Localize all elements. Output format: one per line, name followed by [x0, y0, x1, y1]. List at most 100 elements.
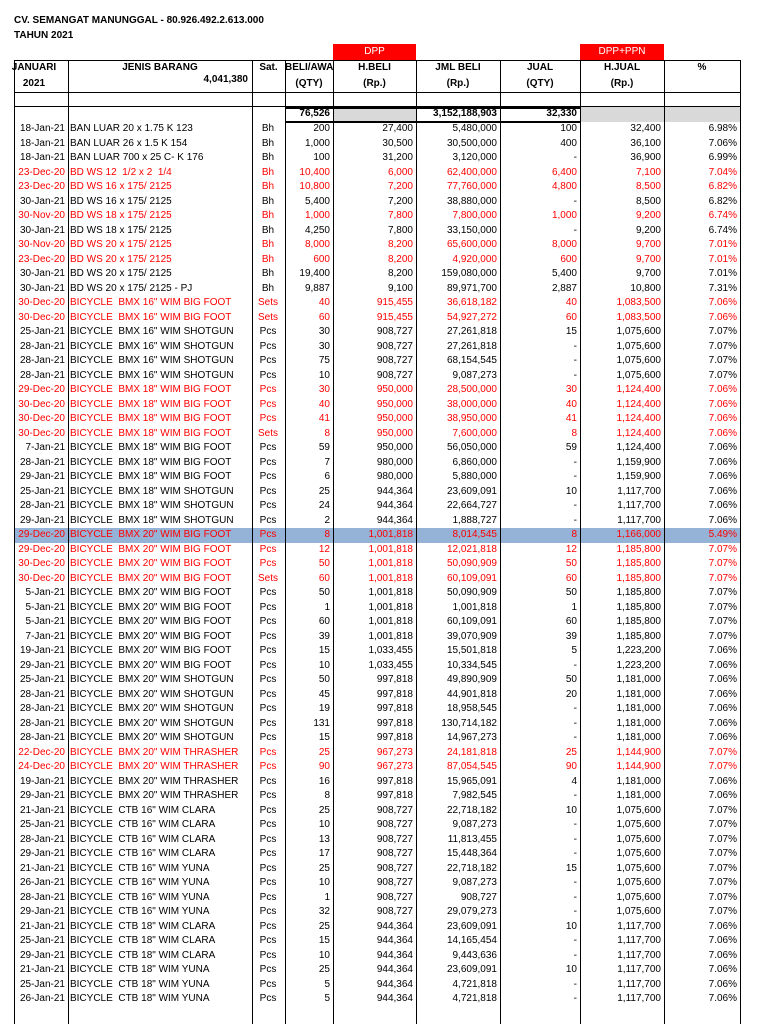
cell: 15: [318, 935, 330, 946]
cell: 56,050,000: [446, 442, 497, 453]
cell: 28-Jan-21: [19, 500, 65, 511]
cell: 7.06%: [708, 688, 737, 700]
cell: BICYCLE BMX 20" WIM THRASHER: [70, 746, 239, 758]
cell: 1,001,818: [368, 558, 414, 569]
cell: 41: [318, 413, 330, 424]
cell: BD WS 16 x 175/ 2125: [70, 181, 172, 192]
cell: Bh: [261, 210, 275, 221]
cell: 5: [324, 978, 330, 990]
cell: 8,200: [387, 268, 413, 279]
cell: 29-Jan-21: [19, 906, 65, 917]
cell: Pcs: [259, 935, 277, 946]
cell: 8: [324, 529, 330, 540]
cell: -: [573, 978, 577, 990]
cell: 18-Jan-21: [19, 137, 65, 149]
cell: 40: [565, 297, 577, 308]
cell: 980,000: [376, 456, 413, 468]
cell: 7.07%: [708, 355, 737, 366]
cell: 1,166,000: [616, 529, 662, 540]
cell: Pcs: [259, 398, 277, 410]
cell: 7.06%: [708, 949, 737, 961]
cell: 60: [565, 311, 577, 323]
cell: 944,364: [376, 935, 413, 946]
cell: 19,400: [299, 268, 330, 279]
cell: 29-Dec-20: [18, 384, 65, 395]
cell: 28-Jan-21: [19, 703, 65, 714]
cell: 50: [318, 587, 330, 598]
cell: 1,181,000: [616, 703, 662, 714]
cell: 131: [313, 717, 330, 729]
cell: BICYCLE BMX 18" WIM SHOTGUN: [70, 500, 234, 511]
cell: 50,090,909: [446, 558, 497, 569]
cell: Pcs: [259, 616, 277, 627]
cell: 24-Dec-20: [18, 761, 65, 772]
cell: 8: [324, 427, 330, 439]
cell: 1,000: [551, 210, 577, 221]
cell: 7.07%: [708, 616, 737, 627]
cell: 60: [318, 311, 330, 323]
total-fill: [664, 107, 740, 122]
cell: Bh: [261, 239, 275, 250]
cell: 1,185,800: [616, 601, 662, 613]
cell: 8,014,545: [452, 529, 498, 540]
cell: 36,618,182: [446, 297, 497, 308]
cell: BICYCLE BMX 20" WIM THRASHER: [70, 775, 239, 787]
cell: BICYCLE BMX 20" WIM SHOTGUN: [70, 732, 234, 743]
cell: 25: [318, 920, 330, 932]
cell: Bh: [261, 282, 275, 294]
cell: Pcs: [259, 355, 277, 366]
cell: 1,117,700: [617, 935, 661, 946]
cell: 28-Jan-21: [19, 833, 65, 845]
cell: 15: [318, 732, 330, 743]
h-line: [285, 107, 580, 109]
cell: 50: [565, 587, 577, 598]
cell: 30-Dec-20: [18, 572, 65, 584]
cell: 6: [324, 471, 330, 482]
cell: 908,727: [376, 819, 413, 830]
cell: 4,721,818: [452, 978, 498, 990]
cell: 28-Jan-21: [19, 456, 65, 468]
cell: 39: [318, 630, 330, 642]
cell: 1: [571, 601, 577, 613]
cell: 30-Jan-21: [19, 282, 65, 294]
cell: 1,223,200: [616, 659, 662, 671]
cell: Bh: [261, 166, 275, 178]
cell: 1,075,600: [616, 877, 662, 888]
cell: BICYCLE BMX 18" WIM BIG FOOT: [70, 384, 232, 395]
cell: BD WS 16 x 175/ 2125: [70, 195, 172, 207]
cell: 7.06%: [708, 500, 737, 511]
cell: 7,200: [387, 181, 413, 192]
cell: 1,124,400: [616, 384, 662, 395]
cell: 980,000: [376, 471, 413, 482]
cell: 1,033,455: [368, 659, 414, 671]
cell: 1,181,000: [616, 775, 662, 787]
cell: BICYCLE BMX 18" WIM BIG FOOT: [70, 471, 232, 482]
total-cell: 3,152,188,903: [433, 108, 497, 119]
cell: 908,727: [376, 848, 413, 859]
cell: 5: [571, 645, 577, 656]
cell: -: [573, 195, 577, 207]
cell: Sets: [257, 297, 278, 308]
v-line: [333, 60, 334, 1024]
total-cell: 32,330: [546, 108, 577, 119]
cell: BICYCLE BMX 18" WIM BIG FOOT: [70, 427, 232, 439]
column-header: (QTY): [526, 78, 554, 89]
cell: 15: [318, 645, 330, 656]
cell: 7.06%: [708, 297, 737, 308]
cell: 8,000: [304, 239, 330, 250]
cell: 950,000: [376, 427, 413, 439]
cell: 5: [324, 993, 330, 1004]
cell: 1,075,600: [616, 891, 662, 903]
title: CV. SEMANGAT MANUNGGAL - 80.926.492.2.61…: [14, 15, 264, 26]
cell: 908,727: [376, 326, 413, 337]
cell: 15,501,818: [446, 645, 497, 656]
cell: 908,727: [376, 804, 413, 816]
cell: 38,950,000: [446, 413, 497, 424]
cell: 1,181,000: [616, 790, 662, 801]
cell: BICYCLE BMX 20" WIM BIG FOOT: [70, 543, 232, 555]
cell: BICYCLE BMX 20" WIM BIG FOOT: [70, 601, 232, 613]
cell: 50: [318, 558, 330, 569]
cell: -: [573, 659, 577, 671]
cell: 1,117,700: [617, 949, 661, 961]
cell: 1,124,400: [616, 442, 662, 453]
